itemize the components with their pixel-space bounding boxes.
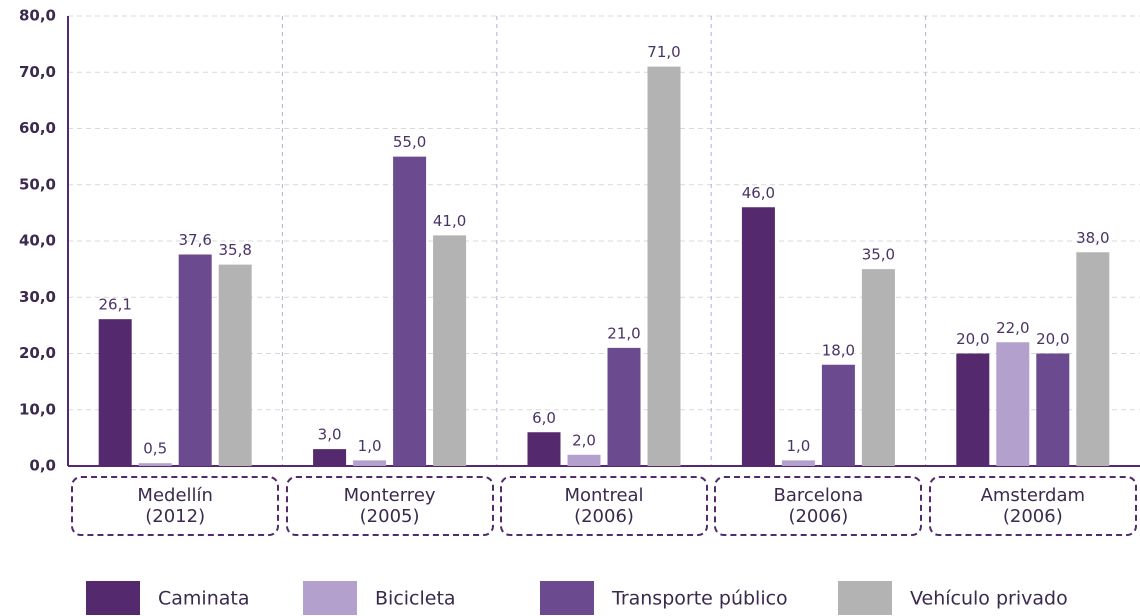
legend-swatch: [303, 581, 357, 615]
value-label: 46,0: [742, 184, 775, 202]
value-label: 18,0: [822, 341, 855, 359]
bar: [861, 269, 895, 466]
value-label: 20,0: [1036, 330, 1069, 348]
value-label: 6,0: [532, 409, 556, 427]
y-tick-label: 70,0: [19, 63, 56, 81]
bar: [178, 254, 212, 466]
bar: [647, 66, 681, 466]
value-label: 0,5: [143, 440, 167, 458]
bar: [393, 156, 427, 466]
bar: [607, 347, 641, 466]
value-label: 35,8: [218, 241, 251, 259]
legend-label: Caminata: [158, 588, 249, 610]
bar: [956, 353, 990, 466]
y-tick-label: 60,0: [19, 119, 56, 137]
bar: [821, 364, 855, 466]
category-label: Barcelona (2006): [714, 476, 923, 536]
y-tick-label: 0,0: [29, 457, 56, 475]
value-label: 2,0: [572, 431, 596, 449]
value-label: 22,0: [996, 319, 1029, 337]
legend-swatch: [540, 581, 594, 615]
y-tick-label: 50,0: [19, 175, 56, 193]
bar: [218, 264, 252, 466]
y-tick-label: 30,0: [19, 288, 56, 306]
bar: [781, 460, 815, 466]
category-label: Amsterdam (2006): [928, 476, 1137, 536]
category-label: Montreal (2006): [500, 476, 708, 536]
category-label: Monterrey (2005): [285, 476, 494, 536]
legend-label: Transporte público: [611, 588, 788, 610]
legend-swatch: [86, 581, 140, 615]
bar: [138, 463, 172, 466]
value-label: 35,0: [862, 246, 895, 264]
y-tick-label: 80,0: [19, 7, 56, 25]
value-label: 55,0: [393, 133, 426, 151]
value-label: 20,0: [956, 330, 989, 348]
value-label: 1,0: [786, 437, 810, 455]
bar: [527, 432, 561, 466]
bar: [353, 460, 387, 466]
value-label: 3,0: [318, 426, 342, 444]
bar: [1076, 252, 1110, 466]
legend-label: Vehículo privado: [910, 588, 1068, 610]
value-label: 37,6: [178, 231, 211, 249]
value-label: 21,0: [607, 324, 640, 342]
bar: [433, 235, 467, 466]
value-label: 1,0: [358, 437, 382, 455]
value-label: 38,0: [1076, 229, 1109, 247]
bar: [98, 319, 132, 466]
y-tick-label: 20,0: [19, 344, 56, 362]
bar: [1036, 353, 1070, 466]
bar: [741, 207, 775, 466]
category-label: Medellín (2012): [71, 476, 280, 536]
legend-swatch: [838, 581, 892, 615]
value-label: 26,1: [98, 296, 131, 314]
value-label: 71,0: [647, 43, 680, 61]
legend-label: Bicicleta: [375, 588, 456, 610]
y-tick-label: 40,0: [19, 232, 56, 250]
bar: [567, 454, 601, 466]
bar: [996, 342, 1030, 466]
y-tick-label: 10,0: [19, 400, 56, 418]
bar: [313, 449, 347, 466]
value-label: 41,0: [433, 212, 466, 230]
